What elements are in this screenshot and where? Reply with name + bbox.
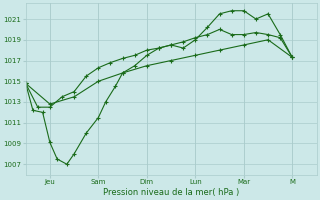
X-axis label: Pression niveau de la mer( hPa ): Pression niveau de la mer( hPa ) [103, 188, 239, 197]
